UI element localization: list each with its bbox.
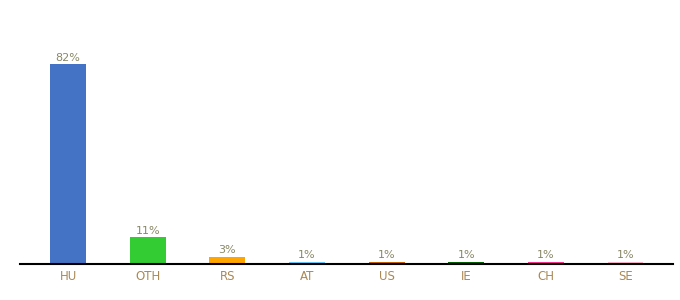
- Text: 1%: 1%: [537, 250, 555, 260]
- Bar: [607, 262, 643, 264]
- Bar: [50, 64, 86, 264]
- Bar: [289, 262, 325, 264]
- Text: 1%: 1%: [617, 250, 634, 260]
- Bar: [130, 237, 166, 264]
- Text: 11%: 11%: [135, 226, 160, 236]
- Text: 1%: 1%: [458, 250, 475, 260]
- Text: 82%: 82%: [56, 53, 81, 63]
- Text: 1%: 1%: [378, 250, 395, 260]
- Text: 3%: 3%: [218, 245, 236, 256]
- Bar: [369, 262, 405, 264]
- Bar: [209, 257, 245, 264]
- Bar: [528, 262, 564, 264]
- Text: 1%: 1%: [299, 250, 316, 260]
- Bar: [448, 262, 484, 264]
